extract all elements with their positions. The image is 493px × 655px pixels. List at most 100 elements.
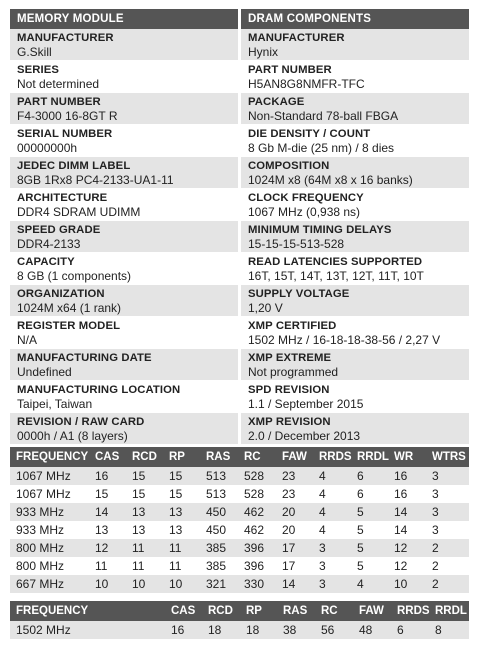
timings-table-cell: 2 (426, 575, 469, 593)
module-row-value: Taipei, Taiwan (17, 397, 93, 411)
timings-table-cell: 4 (313, 521, 351, 539)
timings-table-cell: 5 (351, 539, 388, 557)
timings-table-cell: 3 (313, 539, 351, 557)
timings-table-cell: 12 (388, 557, 426, 575)
xmp-column-header: RAS (277, 601, 315, 621)
dram-components-heading: DRAM COMPONENTS (241, 9, 469, 29)
module-row-label: REGISTER MODEL (17, 320, 121, 332)
timings-table-cell: 23 (276, 485, 313, 503)
xmp-column-header: CAS (165, 601, 202, 621)
timings-table-cell: 1067 MHz (10, 467, 89, 485)
module-row-value: 1024M x64 (1 rank) (17, 301, 122, 315)
xmp-table-cell: 16 (165, 621, 202, 639)
xmp-column-header: RRDS (391, 601, 430, 621)
timings-table-cell: 330 (238, 575, 276, 593)
timings-table-cell: 14 (388, 503, 426, 521)
dram-row-value: 1502 MHz / 16-18-18-38-56 / 2,27 V (248, 333, 441, 347)
module-row: CAPACITY 8 GB (1 components) (10, 253, 238, 285)
module-row-value: F4-3000 16-8GT R (17, 109, 118, 123)
xmp-table-cell: 1502 MHz (10, 621, 165, 639)
module-row-label: JEDEC DIMM LABEL (17, 160, 131, 172)
dram-row-label: XMP CERTIFIED (248, 320, 337, 332)
timings-table-cell: 667 MHz (10, 575, 89, 593)
timings-column-header: RRDS (313, 447, 352, 467)
xmp-table-cell: 18 (240, 621, 277, 639)
dram-row-value: 2.0 / December 2013 (248, 429, 361, 443)
timings-table-cell: 528 (238, 485, 276, 503)
dram-row-label: DIE DENSITY / COUNT (248, 128, 371, 140)
dram-components-column: DRAM COMPONENTS MANUFACTURER Hynix PART NU… (241, 9, 469, 445)
dram-row: MANUFACTURER Hynix (241, 29, 469, 61)
timings-table-cell: 15 (89, 485, 126, 503)
dram-row-value: 1,20 V (248, 301, 283, 315)
timings-column-header: RC (238, 447, 276, 467)
dram-row: COMPOSITION 1024M x8 (64M x8 x 16 banks) (241, 157, 469, 189)
timings-table-cell: 6 (351, 467, 388, 485)
timings-table-cell: 396 (238, 539, 276, 557)
timings-table-cell: 321 (200, 575, 238, 593)
dram-row: XMP CERTIFIED 1502 MHz / 16-18-18-38-56 /… (241, 317, 469, 349)
timings-column-header: FREQUENCY (10, 447, 89, 467)
timings-table-cell: 513 (200, 467, 238, 485)
module-row-label: CAPACITY (17, 256, 75, 268)
dram-row: XMP EXTREME Not programmed (241, 349, 469, 381)
dram-row-label: READ LATENCIES SUPPORTED (248, 256, 423, 268)
module-row-value: 8 GB (1 components) (17, 269, 132, 283)
xmp-table-cell: 38 (277, 621, 315, 639)
timings-table-cell: 528 (238, 467, 276, 485)
timings-table-cell: 16 (388, 467, 426, 485)
xmp-column-header: FREQUENCY (10, 601, 165, 621)
timings-table-cell: 12 (89, 539, 126, 557)
timings-table-cell: 800 MHz (10, 557, 89, 575)
timings-table-cell: 396 (238, 557, 276, 575)
module-row-label: SPEED GRADE (17, 224, 101, 236)
xmp-column-header: RRDL (429, 601, 469, 621)
module-row: MANUFACTURING DATE Undefined (10, 349, 238, 381)
dram-row-label: COMPOSITION (248, 160, 330, 172)
timings-table-cell: 16 (388, 485, 426, 503)
timings-table-cell: 14 (276, 575, 313, 593)
timings-column-header: RAS (200, 447, 238, 467)
module-row-label: PART NUMBER (17, 96, 101, 108)
dram-row-label: PACKAGE (248, 96, 305, 108)
timings-column-header: RCD (126, 447, 163, 467)
timings-table-cell: 3 (313, 557, 351, 575)
xmp-table-row: 1502 MHz 16 18 18 38 56 48 6 8 (10, 621, 469, 639)
dram-row-label: PART NUMBER (248, 64, 332, 76)
dram-row: DIE DENSITY / COUNT 8 Gb M-die (25 nm) / … (241, 125, 469, 157)
timings-column-header: CAS (89, 447, 126, 467)
dram-row-label: CLOCK FREQUENCY (248, 192, 364, 204)
memory-module-column: MEMORY MODULE MANUFACTURER G.Skill SERIES N… (10, 9, 238, 445)
module-row-value: Not determined (17, 77, 100, 91)
timings-table-cell: 14 (388, 521, 426, 539)
module-row-label: MANUFACTURING LOCATION (17, 384, 181, 396)
module-row: SERIES Not determined (10, 61, 238, 93)
timings-table-cell: 5 (351, 503, 388, 521)
timings-table-cell: 5 (351, 521, 388, 539)
dram-row-value: 16T, 15T, 14T, 13T, 12T, 11T, 10T (248, 269, 424, 283)
dram-row-label: SPD REVISION (248, 384, 330, 396)
timings-table-cell: 13 (126, 503, 163, 521)
dram-row-value: H5AN8G8NMFR-TFC (248, 77, 365, 91)
timings-table-cell: 3 (426, 521, 469, 539)
module-row: ARCHITECTURE DDR4 SDRAM UDIMM (10, 189, 238, 221)
dram-row: MINIMUM TIMING DELAYS 15-15-15-513-528 (241, 221, 469, 253)
timings-table-row: 933 MHz 13 13 13 450 462 20 4 5 14 3 (10, 521, 469, 539)
timings-table-cell: 11 (126, 557, 163, 575)
timings-table-row: 800 MHz 11 11 11 385 396 17 3 5 12 2 (10, 557, 469, 575)
dram-row-label: MANUFACTURER (248, 32, 345, 44)
timings-table-row: 1067 MHz 15 15 15 513 528 23 4 6 16 3 (10, 485, 469, 503)
timings-table-cell: 11 (163, 539, 200, 557)
timings-column-header: RP (163, 447, 200, 467)
timings-column-header: FAW (276, 447, 313, 467)
timings-table-cell: 800 MHz (10, 539, 89, 557)
timings-table-cell: 16 (89, 467, 126, 485)
timings-table-cell: 1067 MHz (10, 485, 89, 503)
timings-table-cell: 462 (238, 521, 276, 539)
timings-table-cell: 15 (163, 467, 200, 485)
timings-table-cell: 385 (200, 557, 238, 575)
module-row: REVISION / RAW CARD 0000h / A1 (8 layers) (10, 413, 238, 445)
timings-table-cell: 933 MHz (10, 503, 89, 521)
dram-row-value: 15-15-15-513-528 (248, 237, 345, 251)
module-row: MANUFACTURING LOCATION Taipei, Taiwan (10, 381, 238, 413)
